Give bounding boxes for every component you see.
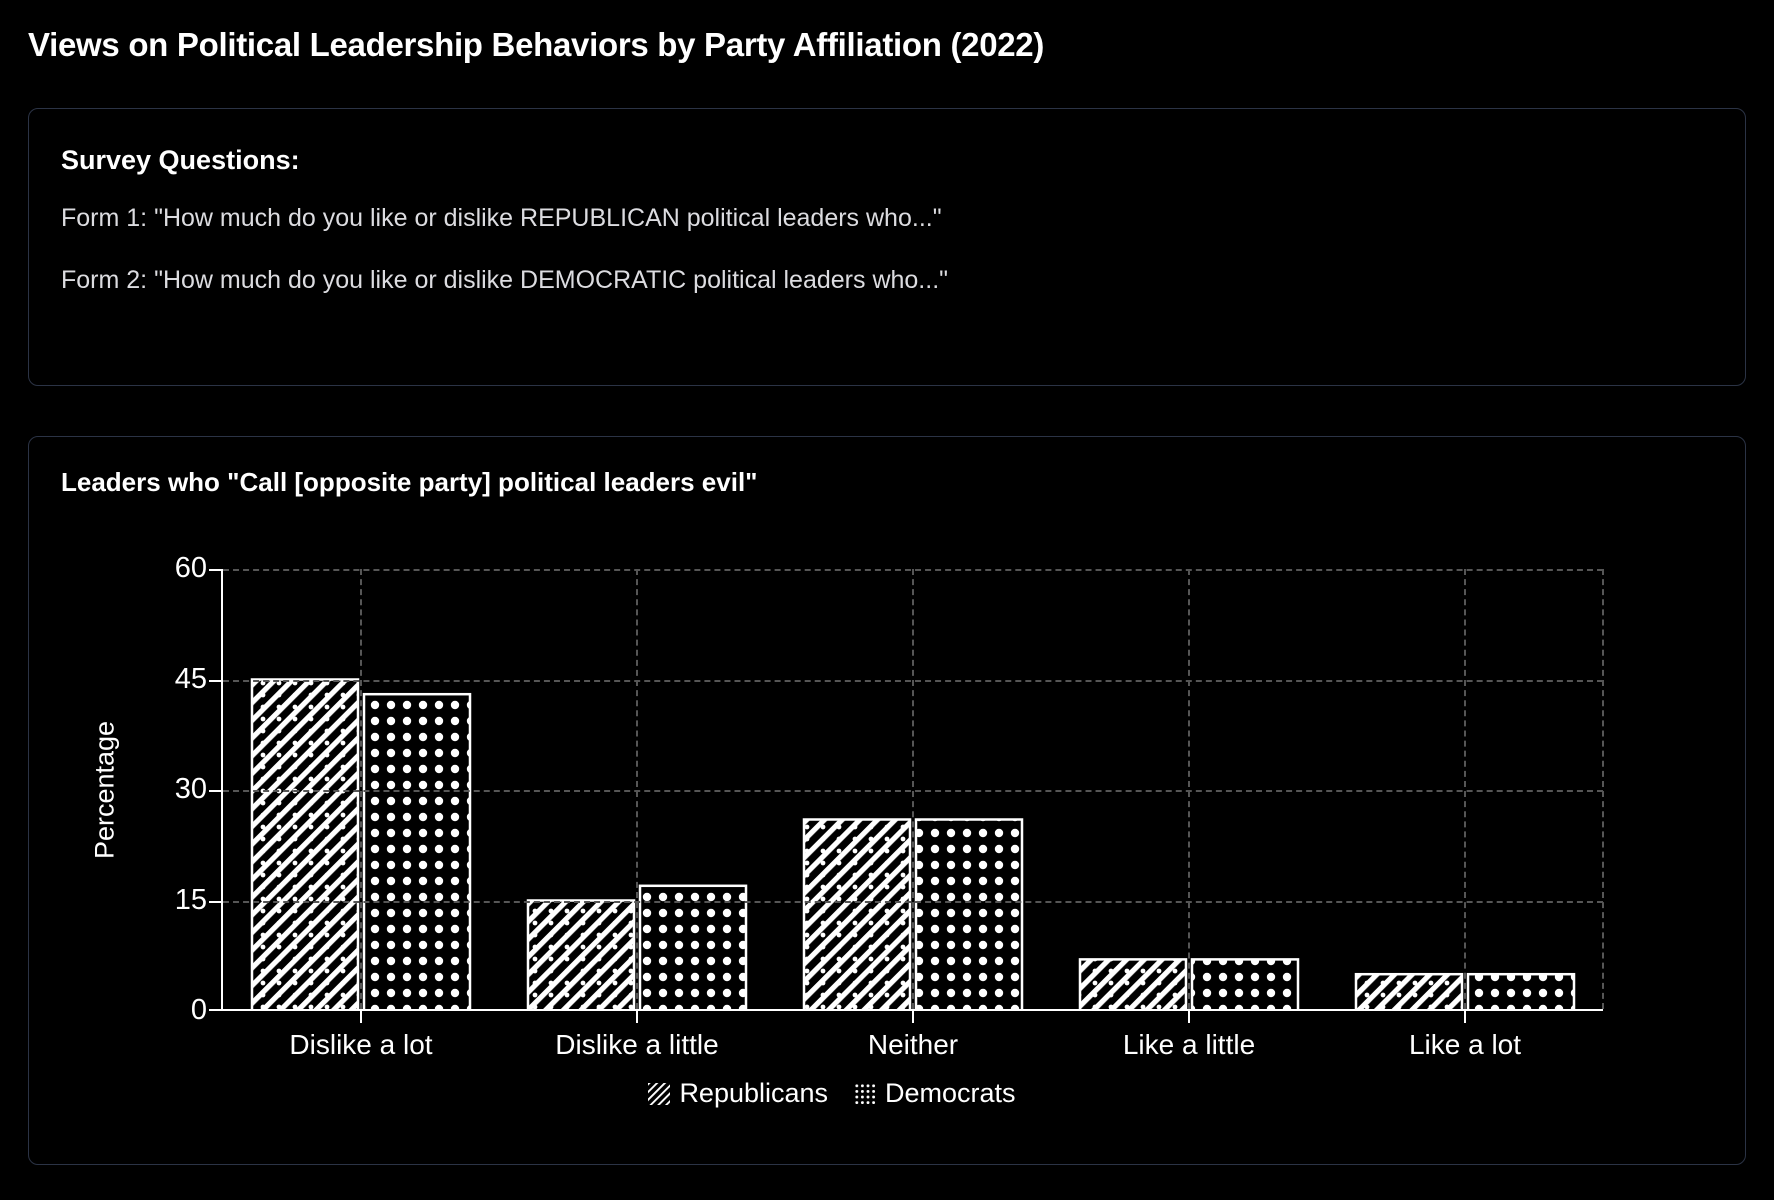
y-tick-label: 30	[174, 772, 207, 805]
chart-title: Leaders who "Call [opposite party] polit…	[61, 467, 758, 497]
y-axis-tick	[209, 900, 221, 903]
survey-form-1: Form 1: "How much do you like or dislike…	[61, 204, 942, 232]
gridline-vertical	[1464, 569, 1466, 1009]
gridline-vertical	[636, 569, 638, 1009]
y-tick-label: 0	[190, 993, 207, 1026]
y-axis-tick	[209, 1009, 221, 1011]
gridline-vertical	[360, 569, 362, 1009]
gridline-vertical	[1188, 569, 1190, 1009]
x-axis-tick	[1464, 1011, 1466, 1023]
chart-canvas: Percentage Republicans Democrats	[61, 500, 1713, 1125]
survey-form-2: Form 2: "How much do you like or dislike…	[61, 266, 949, 294]
x-axis-tick	[912, 1011, 914, 1023]
bars-svg	[250, 678, 1576, 1011]
chart-card: Leaders who "Call [opposite party] polit…	[28, 436, 1746, 1165]
x-category-label: Dislike a lot	[289, 1029, 433, 1060]
plot-area	[209, 569, 1604, 1023]
republicans-hatch-swatch-icon	[648, 1082, 671, 1105]
legend-label-republicans: Republicans	[679, 1078, 829, 1108]
page-title: Views on Political Leadership Behaviors …	[28, 26, 1045, 63]
x-axis-tick	[360, 1011, 362, 1023]
gridline-vertical	[1602, 569, 1604, 1009]
y-axis-tick	[209, 679, 221, 682]
legend-label-democrats: Democrats	[885, 1078, 1016, 1108]
x-axis-tick	[1188, 1011, 1190, 1023]
y-axis-tick	[209, 569, 221, 571]
x-category-label: Neither	[867, 1029, 959, 1060]
bars-layer	[223, 569, 1603, 1011]
y-axis-tick	[209, 790, 221, 792]
x-category-label: Dislike a little	[555, 1029, 719, 1060]
democrats-dots-swatch-icon	[854, 1082, 877, 1105]
y-tick-label: 60	[174, 551, 207, 584]
x-category-label: Like a little	[1122, 1029, 1256, 1060]
legend: Republicans Democrats	[61, 1078, 1603, 1109]
legend-item-democrats[interactable]: Democrats	[854, 1078, 1016, 1109]
x-axis-tick	[636, 1011, 638, 1023]
survey-heading: Survey Questions:	[61, 145, 300, 175]
survey-questions-card: Survey Questions: Form 1: "How much do y…	[28, 108, 1746, 386]
legend-item-republicans[interactable]: Republicans	[648, 1078, 828, 1109]
gridline-vertical	[912, 569, 914, 1009]
y-tick-label: 15	[174, 883, 207, 916]
x-category-label: Like a lot	[1408, 1029, 1522, 1060]
y-tick-label: 45	[174, 662, 207, 695]
